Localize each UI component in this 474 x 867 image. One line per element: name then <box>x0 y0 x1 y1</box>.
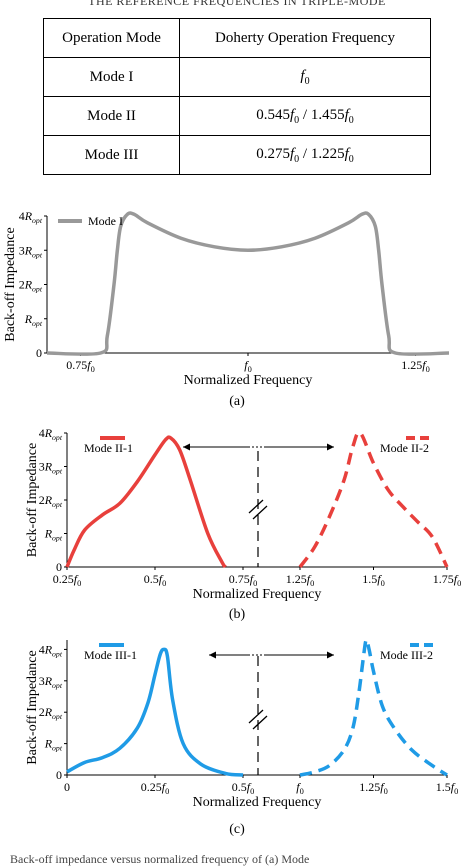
panel-label-b: (b) <box>228 607 246 622</box>
y-tick-label: 3Ropt <box>39 674 63 690</box>
x-tick-label: 0 <box>64 780 70 794</box>
arrow-head-left <box>183 443 190 451</box>
y-tick-label: 0 <box>56 768 62 782</box>
panel-label-c: (c) <box>229 822 245 837</box>
x-tick-label: 1.25f0 <box>359 780 388 796</box>
x-tick-label: 1.5f0 <box>362 572 385 588</box>
legend-mode-iii-1-label: Mode III-1 <box>84 648 137 662</box>
x-axis-label: Normalized Frequency <box>184 373 313 388</box>
y-axis-label: Back-off Impedance <box>3 227 18 341</box>
table-row: Mode III 0.275f0 / 1.225f0 <box>43 135 431 175</box>
series-mode-i-line <box>46 211 450 357</box>
table-header-row: Operation Mode Doherty Operation Frequenc… <box>43 18 431 58</box>
x-tick-label: 1.75f0 <box>433 572 462 588</box>
break-mark <box>252 715 268 730</box>
y-tick-label: 3Ropt <box>19 243 43 259</box>
y-tick-label: 3Ropt <box>39 460 63 476</box>
y-tick-label: 0 <box>56 560 62 574</box>
x-tick-label: 0.5f0 <box>232 780 255 796</box>
y-tick-label: 2Ropt <box>39 705 63 721</box>
y-tick-label: Ropt <box>44 527 63 543</box>
figure-caption: Back-off impedance versus normalized fre… <box>10 852 310 866</box>
table-cell: 0.545f0 / 1.455f0 <box>179 96 431 136</box>
reference-frequency-table: Operation Mode Doherty Operation Frequenc… <box>43 18 431 175</box>
x-tick-label: 0.75f0 <box>229 572 258 588</box>
table-cell: 0.275f0 / 1.225f0 <box>179 135 431 175</box>
table-cell: f0 <box>179 57 431 97</box>
x-tick-label: 0.25f0 <box>53 572 82 588</box>
y-tick-label: 4Ropt <box>39 426 63 442</box>
series-mode-iii-1-line <box>66 647 244 777</box>
x-tick-label: 1.25f0 <box>286 572 315 588</box>
y-tick-label: 2Ropt <box>19 278 43 294</box>
x-tick-label: 0.25f0 <box>141 780 170 796</box>
table-header-cell: Doherty Operation Frequency <box>179 18 431 58</box>
y-tick-label: 4Ropt <box>19 209 43 225</box>
x-tick-label: f0 <box>296 780 304 796</box>
y-axis-label: Back-off Impedance <box>25 443 40 557</box>
table-row: Mode II 0.545f0 / 1.455f0 <box>43 96 431 136</box>
y-axis-label: Back-off Impedance <box>25 650 40 764</box>
x-tick-label: 0.5f0 <box>144 572 167 588</box>
table-cell: Mode III <box>43 135 180 175</box>
legend-mode-i-label: Mode I <box>88 214 123 228</box>
arrow-head-right <box>327 443 334 451</box>
break-mark <box>248 709 264 724</box>
break-mark <box>248 499 264 514</box>
x-tick-label: 0.75f0 <box>66 358 95 374</box>
table-header-cell: Operation Mode <box>43 18 180 58</box>
break-mark <box>252 505 268 520</box>
table-cell: Mode I <box>43 57 180 97</box>
x-axis-label: Normalized Frequency <box>193 795 322 810</box>
legend-mode-ii-2-label: Mode II-2 <box>380 441 429 455</box>
panel-label-a: (a) <box>229 394 245 409</box>
y-tick-label: 4Ropt <box>39 642 63 658</box>
table-caption: THE REFERENCE FREQUENCIES IN TRIPLE-MODE <box>88 0 386 8</box>
x-tick-label: f0 <box>244 358 252 374</box>
legend-mode-iii-2-label: Mode III-2 <box>380 648 433 662</box>
x-tick-label: 1.5f0 <box>436 780 459 796</box>
y-tick-label: Ropt <box>44 737 63 753</box>
series-mode-ii-2-line <box>298 430 449 569</box>
arrow-head-left <box>209 651 216 659</box>
x-axis-label: Normalized Frequency <box>193 587 322 602</box>
y-tick-label: 2Ropt <box>39 493 63 509</box>
y-tick-label: Ropt <box>24 312 43 328</box>
arrow-head-right <box>327 651 334 659</box>
table-cell: Mode II <box>43 96 180 136</box>
x-tick-label: 1.25f0 <box>401 358 430 374</box>
series-mode-ii-1-line <box>65 435 227 569</box>
legend-mode-ii-1-label: Mode II-1 <box>84 441 133 455</box>
y-tick-label: 0 <box>36 346 42 360</box>
